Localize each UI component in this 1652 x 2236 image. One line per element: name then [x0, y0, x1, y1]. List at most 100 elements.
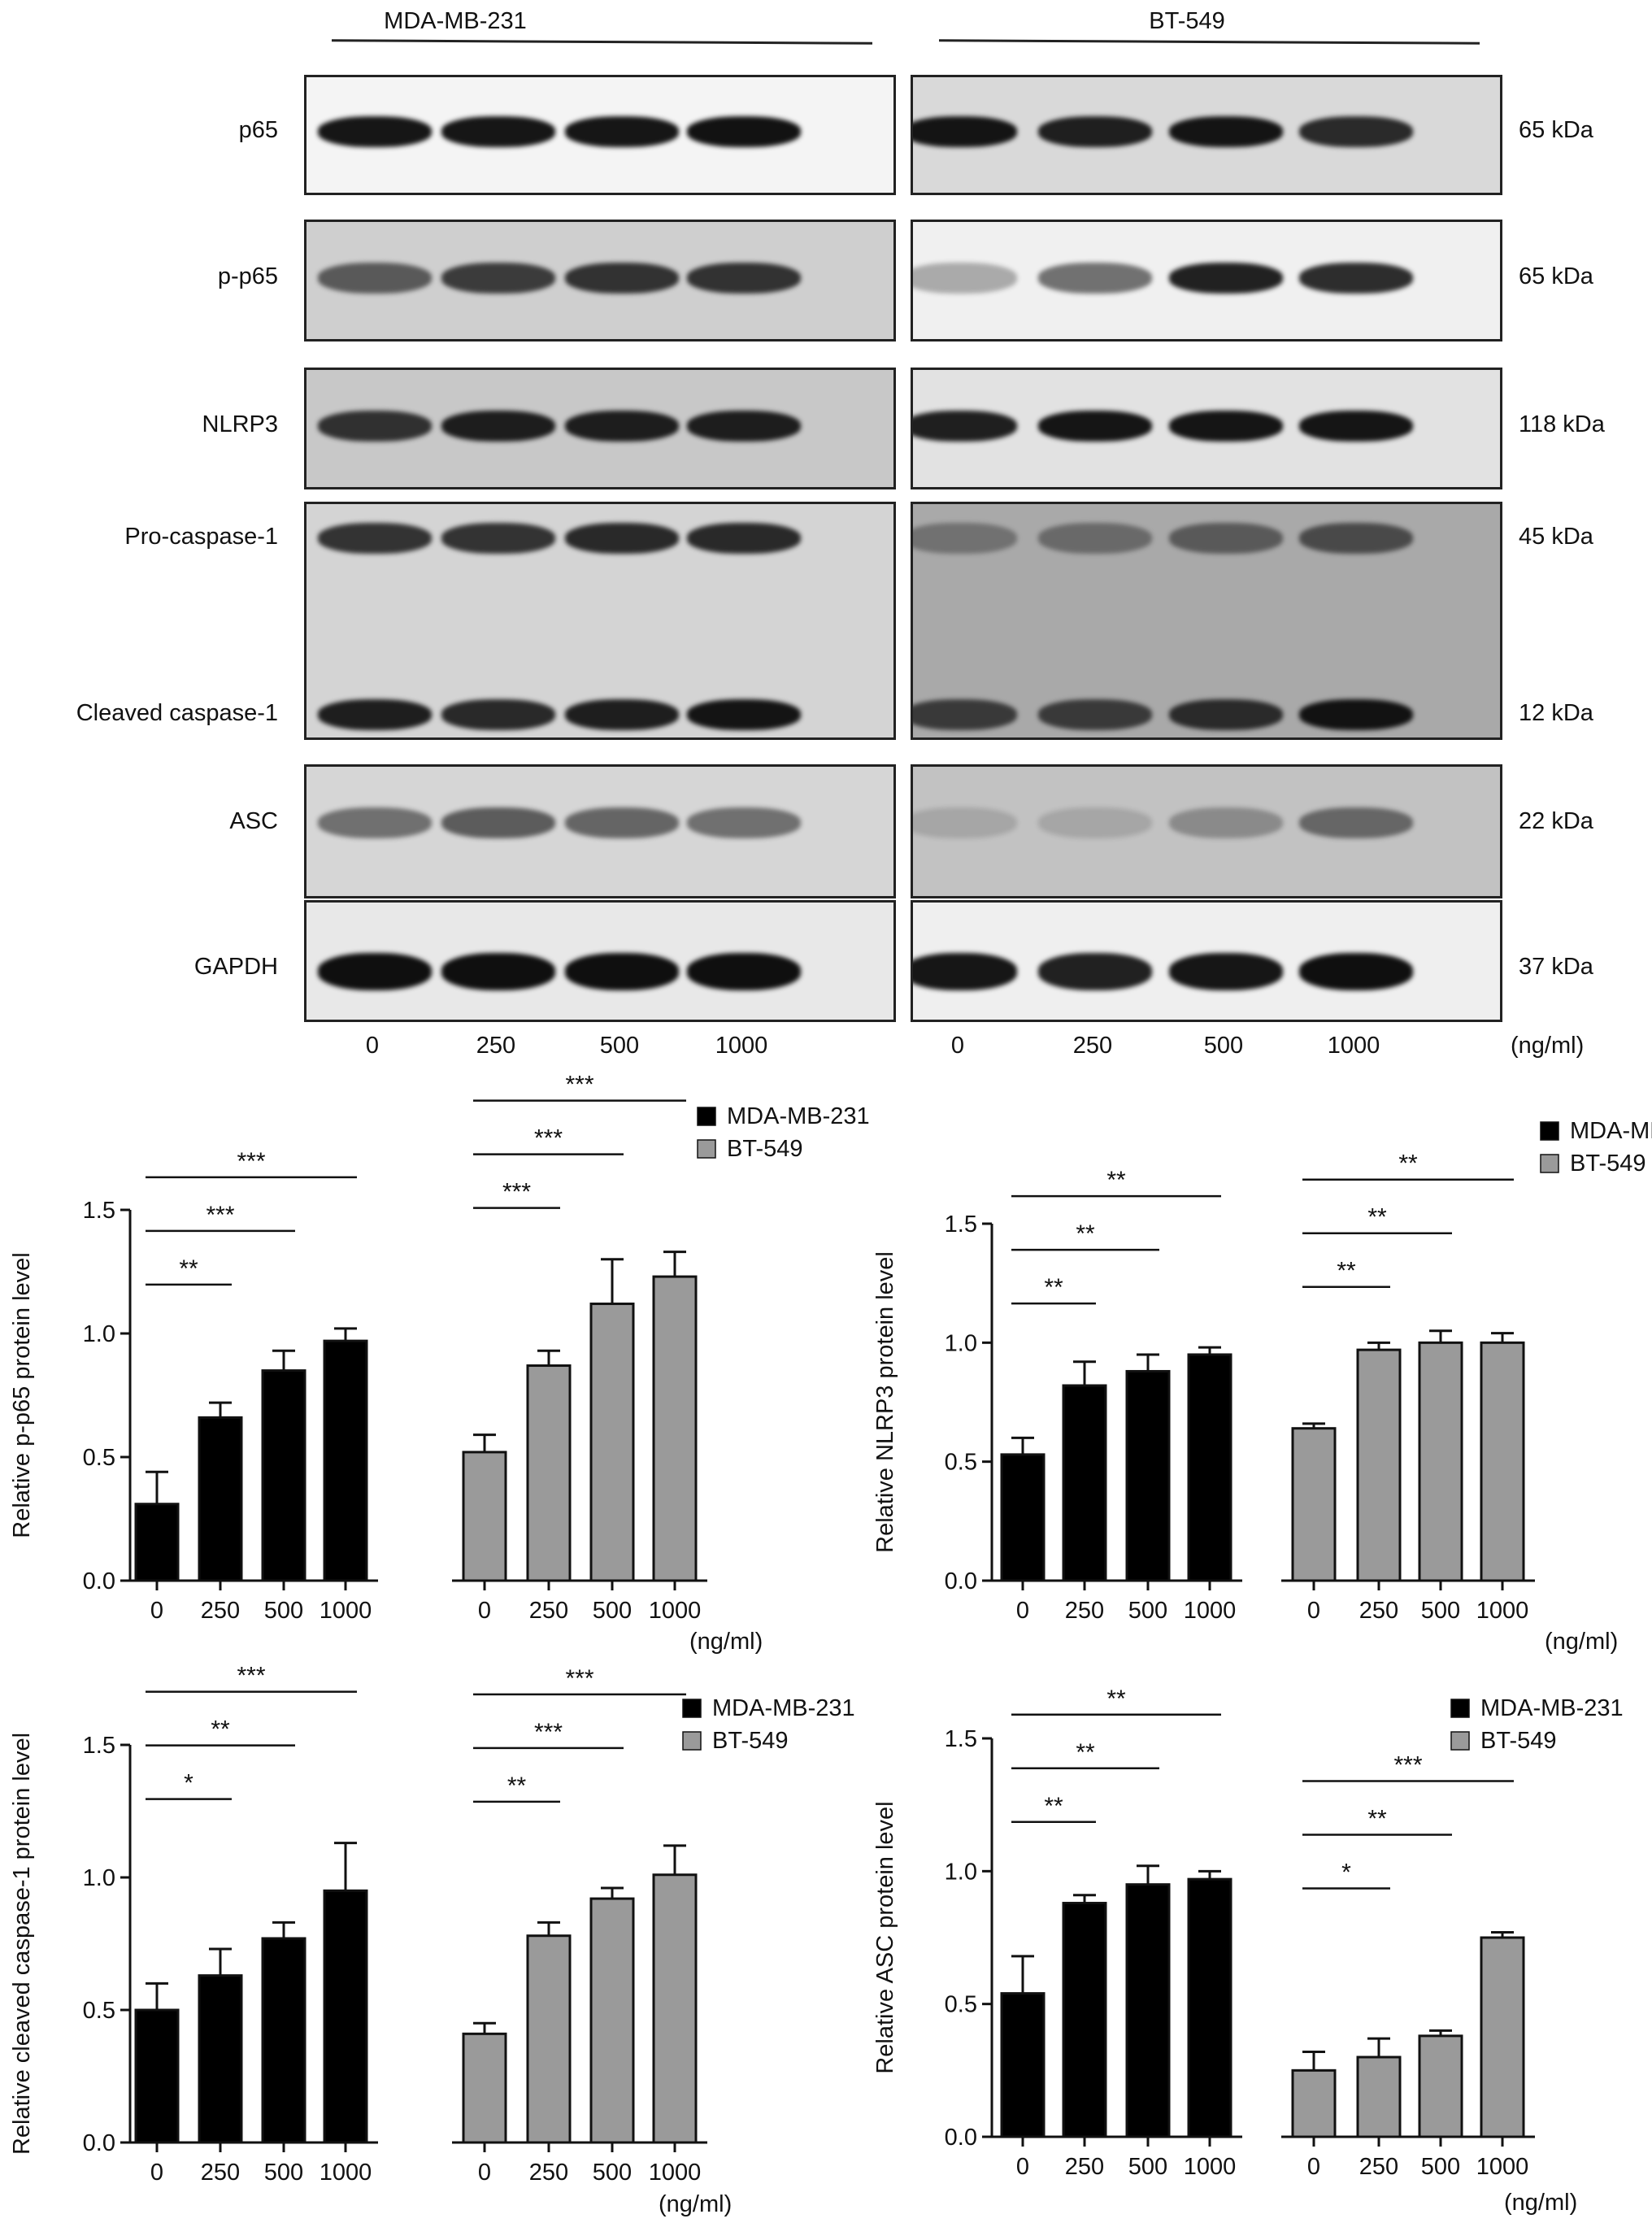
x-unit-label: (ng/ml) [659, 2191, 732, 2217]
blot-strip-bt [911, 368, 1502, 489]
blot-band [318, 699, 432, 730]
blot-band [1169, 263, 1283, 294]
bar [1000, 1453, 1046, 1582]
blot-band [687, 411, 801, 442]
x-tick-label: 500 [1128, 2154, 1167, 2180]
blot-strip-bt [911, 502, 1502, 740]
blot-kda-label: 65 kDa [1519, 263, 1593, 289]
x-tick-label: 1000 [649, 2160, 702, 2186]
x-tick-label: 0 [1016, 1598, 1029, 1624]
x-tick-label: 0 [150, 2160, 163, 2186]
bar [462, 1451, 507, 1582]
legend-swatch [697, 1107, 716, 1126]
blot-band [441, 807, 555, 838]
blot-band [1038, 953, 1152, 990]
blot-band [441, 953, 555, 990]
blot-band [1299, 411, 1413, 442]
x-tick-label: 1000 [320, 1598, 372, 1624]
blot-band [1299, 699, 1413, 730]
cell-line-label-bt: BT-549 [1149, 8, 1225, 34]
x-unit-label: (ng/ml) [689, 1629, 763, 1655]
blot-band [565, 699, 679, 730]
significance-mark: ** [1367, 1805, 1387, 1832]
x-tick-label: 250 [1065, 2154, 1104, 2180]
blot-band [1169, 953, 1283, 990]
significance-mark: ** [1106, 1686, 1126, 1712]
bar [198, 1974, 243, 2144]
significance-mark: * [1341, 1859, 1351, 1886]
blot-strip-mda [304, 75, 896, 195]
lane-dose-label: 250 [476, 1033, 516, 1059]
blot-row-label: GAPDH [193, 954, 278, 980]
blot-row-label: p65 [238, 117, 278, 143]
significance-mark: *** [237, 1663, 265, 1690]
blot-kda-label: 37 kDa [1519, 954, 1593, 980]
x-tick-label: 500 [1421, 2154, 1460, 2180]
lane-dose-label: 500 [1203, 1033, 1244, 1059]
blot-band [565, 953, 679, 990]
legend-label: BT-549 [1480, 1728, 1557, 1754]
y-axis-label: Relative p-p65 protein level [9, 1252, 35, 1538]
significance-mark: ** [1044, 1274, 1063, 1301]
blot-band [1038, 699, 1152, 730]
significance-mark: *** [1393, 1751, 1422, 1778]
blot-band [1169, 807, 1283, 838]
legend-label: BT-549 [712, 1728, 789, 1754]
blot-strip-mda [304, 502, 896, 740]
blot-band [913, 953, 1017, 990]
blot-band [1299, 953, 1413, 990]
bar [1356, 1348, 1402, 1582]
significance-mark: *** [565, 1665, 593, 1692]
y-tick-label: 1.5 [83, 1733, 115, 1759]
blot-row-label: Cleaved caspase-1 [76, 700, 278, 726]
blot-band [441, 699, 555, 730]
blot-strip-mda [304, 764, 896, 898]
significance-mark: ** [507, 1773, 527, 1799]
bar [1418, 2034, 1463, 2138]
y-tick-label: 0.5 [945, 1992, 977, 2018]
blot-strip-bt [911, 764, 1502, 898]
bar [652, 1873, 698, 2144]
y-tick-label: 1.0 [83, 1865, 115, 1891]
blot-band [1169, 116, 1283, 147]
blot-band [1299, 807, 1413, 838]
blot-band [441, 523, 555, 554]
blot-band [1169, 699, 1283, 730]
x-tick-label: 250 [529, 1598, 568, 1624]
blot-band [565, 411, 679, 442]
significance-mark: ** [1044, 1793, 1063, 1820]
x-tick-label: 0 [1307, 2154, 1320, 2180]
blot-band [565, 116, 679, 147]
x-tick-label: 500 [1421, 1598, 1460, 1624]
x-tick-label: 0 [478, 2160, 491, 2186]
legend-label: MDA-MB-231 [727, 1103, 870, 1129]
blot-kda-label: 12 kDa [1519, 700, 1593, 726]
bar [526, 1934, 572, 2144]
x-tick-label: 0 [1016, 2154, 1029, 2180]
significance-mark: *** [534, 1125, 563, 1152]
significance-mark: *** [206, 1202, 234, 1229]
x-unit-label: (ng/ml) [1504, 2190, 1577, 2216]
y-tick-label: 1.0 [945, 1859, 977, 1885]
blot-band [913, 411, 1017, 442]
blot-band [913, 523, 1017, 554]
significance-mark: ** [1367, 1204, 1387, 1231]
legend-swatch [1540, 1121, 1559, 1141]
dose-unit-label: (ng/ml) [1511, 1033, 1585, 1059]
blot-band [687, 263, 801, 294]
significance-mark: ** [1337, 1258, 1356, 1285]
x-tick-label: 0 [478, 1598, 491, 1624]
bar [589, 1303, 635, 1582]
blot-band [687, 116, 801, 147]
bar [1062, 1384, 1107, 1582]
blot-band [913, 116, 1017, 147]
legend-label: MDA-MB-231 [1480, 1695, 1624, 1721]
bar [1187, 1353, 1232, 1582]
blot-row-label: NLRP3 [202, 411, 279, 437]
significance-mark: * [184, 1770, 193, 1797]
bar [134, 2008, 180, 2144]
blot-band [318, 116, 432, 147]
blot-band [687, 953, 801, 990]
y-tick-label: 0.0 [945, 1568, 977, 1594]
